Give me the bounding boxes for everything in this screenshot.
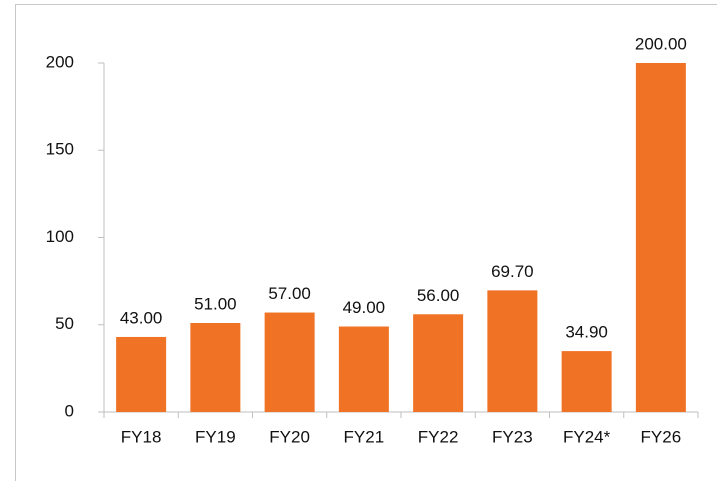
x-tick-label: FY21 <box>344 427 385 446</box>
y-tick-label: 0 <box>65 401 74 420</box>
value-label: 49.00 <box>343 298 386 317</box>
x-tick-label: FY23 <box>492 427 533 446</box>
bar <box>413 314 464 412</box>
x-tick-label: FY26 <box>641 427 682 446</box>
x-tick-label: FY22 <box>418 427 459 446</box>
x-tick-label: FY19 <box>195 427 236 446</box>
y-tick-label: 200 <box>46 52 74 71</box>
value-label: 69.70 <box>491 262 534 281</box>
x-tick-label: FY18 <box>121 427 162 446</box>
bar <box>635 63 686 412</box>
y-tick-label: 150 <box>46 140 74 159</box>
bar <box>264 312 315 412</box>
y-tick-label: 100 <box>46 227 74 246</box>
value-label: 200.00 <box>635 34 687 53</box>
bar <box>561 351 612 412</box>
value-label: 43.00 <box>120 308 163 327</box>
y-tick-label: 50 <box>55 314 74 333</box>
bar <box>338 326 389 412</box>
value-label: 56.00 <box>417 286 460 305</box>
bar <box>116 336 167 412</box>
bar <box>487 290 538 412</box>
bar <box>190 323 241 412</box>
x-tick-label: FY20 <box>269 427 310 446</box>
value-label: 57.00 <box>268 284 311 303</box>
value-label: 51.00 <box>194 294 237 313</box>
value-label: 34.90 <box>565 323 608 342</box>
x-tick-label: FY24* <box>563 427 611 446</box>
chart-frame <box>15 4 717 481</box>
